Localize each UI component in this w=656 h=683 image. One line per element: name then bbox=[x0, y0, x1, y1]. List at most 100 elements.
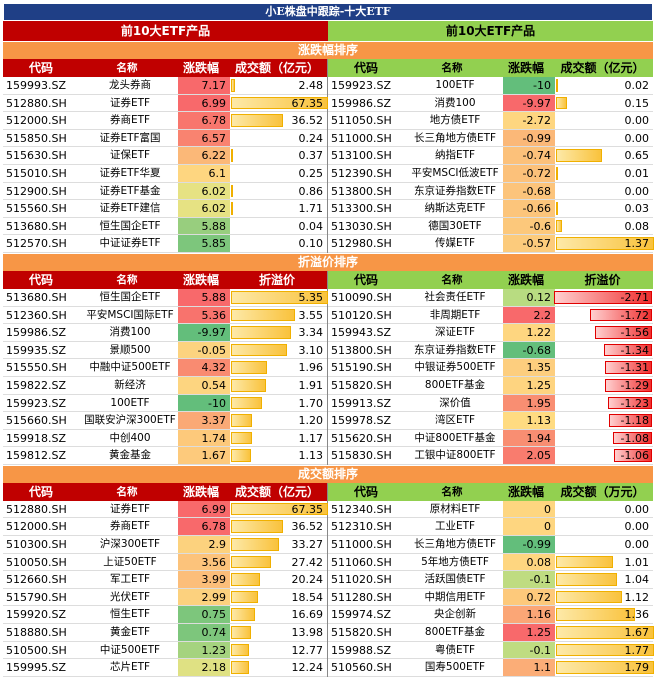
value-bar bbox=[556, 79, 558, 92]
cell-code: 159923.SZ bbox=[6, 396, 67, 410]
cell-change: 1.74 bbox=[178, 429, 230, 447]
cell-code: 515630.SH bbox=[6, 149, 67, 163]
value-bar bbox=[231, 661, 249, 674]
cell-name: 湾区ETF bbox=[434, 414, 476, 427]
cell-code: 511000.SH bbox=[331, 131, 392, 145]
table-row: 512880.SH 证券ETF 6.99 67.35 bbox=[3, 94, 328, 113]
value-bar bbox=[231, 343, 288, 357]
cell-value: 13.98 bbox=[230, 624, 327, 641]
value-text: 67.35 bbox=[291, 502, 324, 516]
cell-value: 1.36 bbox=[555, 606, 653, 623]
value-text: 36.52 bbox=[291, 114, 324, 128]
value-bar bbox=[231, 378, 266, 392]
value-bar bbox=[231, 361, 267, 374]
cell-change: -9.97 bbox=[178, 324, 230, 341]
value-bar bbox=[608, 414, 652, 427]
table-row: 512660.SH 军工ETF 3.99 20.24 bbox=[3, 571, 327, 589]
value-bar bbox=[231, 626, 252, 639]
value-bar bbox=[231, 608, 256, 622]
header-name: 名称 bbox=[441, 62, 463, 74]
table-row: 159920.SZ 恒生ETF 0.75 16.69 bbox=[3, 606, 327, 625]
cell-change: 0.75 bbox=[178, 606, 230, 624]
table-row: 512000.SH 券商ETF 6.78 36.52 bbox=[3, 112, 327, 130]
header-code: 代码 bbox=[353, 272, 378, 287]
cell-change: 1.16 bbox=[503, 606, 555, 624]
cell-value: 18.54 bbox=[230, 589, 327, 606]
value-bar bbox=[231, 449, 252, 462]
cell-name: 社会责任ETF bbox=[424, 290, 486, 303]
value-text: 1.17 bbox=[298, 431, 324, 445]
cell-value: 1.37 bbox=[555, 235, 654, 252]
value-text: -1.06 bbox=[620, 449, 649, 463]
header-code: 代码 bbox=[28, 61, 53, 75]
table-row: 159822.SZ 新经济 0.54 1.91 bbox=[3, 376, 327, 395]
table-row: 515620.SH 中证800ETF基金 1.94 -1.08 bbox=[328, 429, 653, 448]
cell-code: 511000.SH bbox=[331, 538, 392, 552]
value-text: 1.77 bbox=[624, 643, 650, 657]
cell-code: 512000.SH bbox=[6, 114, 67, 128]
value-text: 13.98 bbox=[291, 626, 324, 640]
value-bar bbox=[556, 590, 622, 604]
table-row: 159943.SZ 深证ETF 1.22 -1.56 bbox=[328, 324, 653, 342]
value-text: -1.56 bbox=[620, 326, 649, 340]
value-bar bbox=[556, 626, 654, 639]
cell-value: -1.31 bbox=[555, 359, 653, 376]
cell-change: 0.08 bbox=[503, 553, 555, 571]
cell-change: 0.74 bbox=[178, 624, 230, 641]
cell-change: -0.68 bbox=[503, 341, 555, 359]
cell-change: 0 bbox=[503, 500, 555, 518]
cell-code: 159995.SZ bbox=[6, 661, 67, 675]
cell-value: -1.34 bbox=[555, 342, 653, 359]
cell-code: 515620.SH bbox=[331, 431, 392, 445]
cell-code: 515010.SH bbox=[6, 166, 67, 180]
cell-name: 上证50ETF bbox=[103, 555, 157, 568]
cell-change: -2.72 bbox=[503, 112, 555, 129]
cell-name: 800ETF基金 bbox=[424, 626, 486, 639]
table-row: 512900.SH 证券ETF基金 6.02 0.86 bbox=[3, 182, 327, 201]
cell-value: -1.18 bbox=[555, 412, 653, 429]
header-value: 折溢价 bbox=[584, 272, 621, 287]
cell-value: 0.25 bbox=[230, 165, 327, 182]
cell-name: 军工ETF bbox=[109, 573, 151, 586]
table-row: 515790.SH 光伏ETF 2.99 18.54 bbox=[3, 588, 327, 607]
header-change: 涨跌幅 bbox=[507, 272, 544, 287]
cell-code: 513680.SH bbox=[6, 290, 67, 304]
cell-change: -10 bbox=[178, 394, 230, 412]
cell-code: 510500.SH bbox=[6, 643, 67, 657]
cell-value: 20.24 bbox=[230, 571, 327, 588]
cell-change: 0.12 bbox=[503, 288, 555, 306]
cell-code: 515830.SH bbox=[331, 449, 392, 463]
table-row: 513300.SH 纳斯达克ETF -0.66 0.03 bbox=[328, 200, 653, 218]
cell-code: 515190.SH bbox=[331, 361, 392, 375]
cell-change: 1.95 bbox=[503, 394, 555, 412]
cell-name: 5年地方债ETF bbox=[421, 555, 489, 568]
table-row: 512980.SH 传媒ETF -0.57 1.37 bbox=[328, 235, 654, 253]
cell-value: 0.04 bbox=[230, 218, 327, 235]
header-code: 代码 bbox=[28, 484, 53, 499]
cell-value: 1.17 bbox=[230, 430, 327, 447]
cell-code: 159978.SZ bbox=[331, 414, 392, 428]
cell-name: 中期信用ETF bbox=[424, 590, 486, 603]
cell-value: 0.86 bbox=[230, 183, 327, 200]
cell-code: 510090.SH bbox=[331, 290, 392, 304]
table-row: 159923.SZ 100ETF -10 0.02 bbox=[328, 77, 653, 95]
value-bar bbox=[231, 555, 271, 569]
cell-name: 景顺500 bbox=[109, 343, 151, 356]
cell-code: 515820.SH bbox=[331, 378, 392, 392]
cell-change: 5.36 bbox=[178, 306, 230, 324]
table-row: 159986.SZ 消费100 -9.97 0.15 bbox=[328, 94, 653, 113]
cell-name: 100ETF bbox=[435, 79, 475, 91]
value-bar bbox=[604, 361, 652, 374]
value-text: 0.24 bbox=[298, 131, 324, 145]
cell-code: 510300.SH bbox=[6, 538, 67, 552]
table-row: 515010.SH 证券ETF华夏 6.1 0.25 bbox=[3, 164, 327, 183]
value-text: 1.91 bbox=[298, 378, 324, 392]
cell-change: -0.99 bbox=[503, 536, 555, 553]
cell-code: 513800.SH bbox=[331, 343, 392, 357]
cell-change: -0.1 bbox=[503, 571, 555, 588]
value-bar bbox=[556, 202, 559, 215]
cell-name: 消费100 bbox=[109, 326, 151, 339]
table-row: 159918.SZ 中创400 1.74 1.17 bbox=[3, 429, 327, 448]
cell-change: 5.88 bbox=[178, 288, 230, 306]
cell-change: 1.1 bbox=[503, 659, 555, 676]
